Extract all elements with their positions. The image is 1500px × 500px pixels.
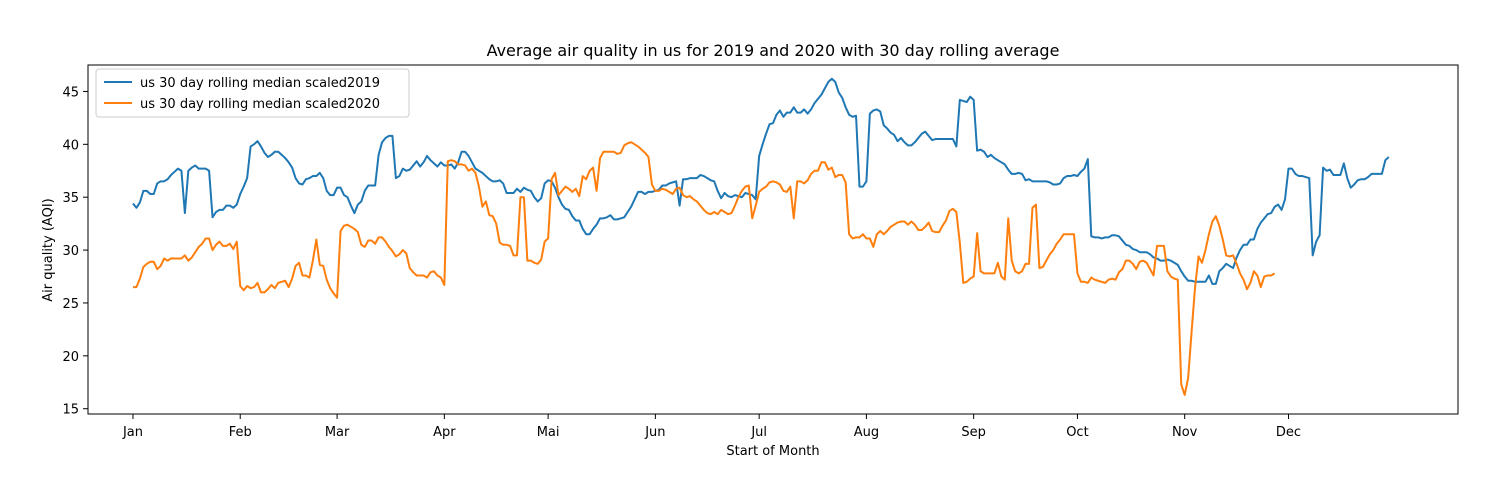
legend-label-1: us 30 day rolling median scaled2019	[140, 76, 380, 91]
plot-frame	[87, 64, 1459, 415]
x-tick-label: Jun	[644, 425, 665, 440]
x-tick-label: Nov	[1172, 425, 1198, 440]
legend-label-2: us 30 day rolling median scaled2020	[140, 97, 380, 112]
y-tick-label: 45	[62, 85, 79, 100]
x-tick-label: Mai	[537, 425, 560, 440]
x-tick-label: Apr	[433, 425, 456, 440]
x-tick-label: Oct	[1066, 425, 1088, 440]
plot-area: Jan Feb Mar Apr Mai Jun Jul Aug Sep Oct Nov Dec 15 20…	[62, 64, 1459, 440]
series-line-2	[132, 141, 1276, 396]
y-tick-label: 15	[62, 403, 79, 418]
y-tick-label: 40	[62, 138, 79, 153]
x-tick-label: Mar	[325, 425, 350, 440]
chart-title: Average air quality in us for 2019 and 2…	[487, 41, 1060, 60]
x-tick-label: Feb	[229, 425, 252, 440]
series-line-1	[132, 77, 1390, 285]
x-tick-label: Jan	[122, 425, 143, 440]
x-tick-label: Aug	[854, 425, 879, 440]
legend: us 30 day rolling median scaled2019 us 30…	[95, 68, 410, 118]
y-tick-label: 35	[62, 191, 79, 206]
y-axis-label: Air quality (AQI)	[41, 198, 56, 301]
y-tick-label: 30	[62, 244, 79, 259]
y-tick-label: 25	[62, 297, 79, 312]
x-tick-label: Jul	[750, 425, 767, 440]
x-tick-label: Dec	[1276, 425, 1301, 440]
x-axis-label: Start of Month	[726, 444, 819, 459]
legend-box	[95, 68, 410, 118]
x-tick-label: Sep	[961, 425, 986, 440]
y-tick-label: 20	[62, 350, 79, 365]
